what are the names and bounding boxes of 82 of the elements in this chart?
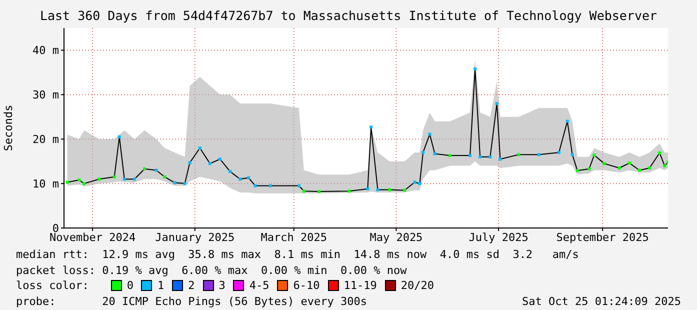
point — [468, 154, 472, 158]
x-tick-label: July 2025 — [468, 230, 528, 244]
point — [348, 190, 351, 193]
point — [66, 180, 69, 184]
y-axis-title: Seconds — [2, 104, 15, 152]
point — [537, 153, 540, 156]
point — [370, 126, 373, 129]
legend-label: 3 — [218, 278, 226, 294]
y-tick-label: 10 m — [32, 177, 60, 190]
point — [366, 187, 370, 190]
point — [628, 162, 631, 165]
chart-title: Last 360 Days from 54d4f47267b7 to Massachusetts Institute of Technology Webserver — [38, 8, 658, 23]
point — [576, 169, 579, 172]
point — [592, 154, 596, 157]
point — [658, 151, 662, 154]
point — [428, 132, 432, 136]
point — [413, 180, 416, 184]
point — [388, 188, 391, 192]
legend-label: 11-19 — [344, 278, 377, 294]
point — [403, 188, 406, 192]
point — [122, 178, 126, 181]
legend-label: 1 — [157, 278, 164, 294]
point — [247, 176, 250, 180]
point — [82, 182, 86, 186]
point — [618, 166, 621, 170]
point — [498, 158, 502, 161]
point — [228, 170, 232, 174]
x-tick-label: January 2025 — [155, 230, 235, 244]
point — [238, 178, 242, 181]
y-tick-label: 30 m — [32, 88, 60, 102]
x-tick-label: March 2025 — [260, 230, 327, 244]
point — [478, 155, 482, 158]
point — [112, 175, 116, 178]
text: median rtt: 12.9 ms avg 35.8 ms max 8.1 ms min 14.8 ms now 4.0 ms sd 3.2 am/s — [16, 247, 580, 262]
point — [118, 135, 121, 138]
point — [268, 184, 272, 188]
point — [588, 167, 591, 170]
point — [663, 164, 666, 168]
point — [143, 167, 146, 170]
point — [188, 161, 192, 164]
point — [474, 67, 477, 70]
point — [297, 184, 300, 188]
point — [218, 158, 222, 161]
point — [488, 155, 492, 158]
point — [163, 175, 166, 178]
point — [154, 168, 158, 172]
legend-label: 4-5 — [249, 278, 270, 294]
legend-label: 2 — [188, 278, 195, 294]
point — [318, 190, 321, 194]
point — [495, 102, 498, 106]
point — [433, 152, 436, 156]
point — [376, 188, 380, 192]
point — [254, 184, 257, 188]
point — [132, 178, 136, 181]
legend-label: 6-10 — [293, 278, 320, 294]
legend-title: loss color: — [16, 278, 89, 294]
x-tick-label: May 2025 — [370, 230, 423, 244]
text: packet loss: 0.19 % avg 6.00 % max 0.00 % min 0.00 % now — [16, 262, 408, 278]
point — [517, 153, 520, 156]
point — [208, 162, 212, 166]
point — [418, 182, 422, 186]
point — [78, 178, 81, 182]
point — [638, 168, 641, 172]
point — [302, 190, 306, 193]
point — [566, 120, 569, 123]
point — [173, 181, 176, 184]
point — [648, 166, 652, 170]
point — [422, 150, 425, 154]
point — [448, 154, 452, 158]
legend-label: 20/20 — [400, 278, 434, 294]
point — [570, 153, 574, 156]
text: Sat Oct 25 01:24:09 2025 — [522, 294, 681, 309]
point — [98, 178, 101, 181]
y-tick-label: 40 m — [32, 44, 60, 58]
point — [602, 162, 606, 166]
point — [557, 150, 560, 154]
x-tick-label: September 2025 — [556, 230, 649, 244]
legend-label: 0 — [126, 278, 134, 294]
y-tick-label: 20 m — [32, 133, 60, 146]
point — [183, 182, 186, 186]
text: probe: 20 ICMP Echo Pings (56 Bytes) every 300s — [16, 294, 367, 309]
point — [198, 146, 202, 150]
